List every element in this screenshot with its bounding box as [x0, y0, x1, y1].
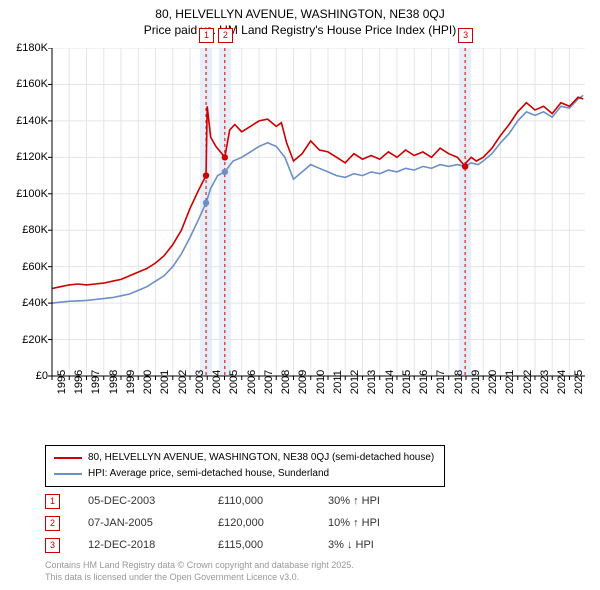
- y-tick-label: £160K: [16, 78, 48, 90]
- sale-diff: 3% ↓ HPI: [328, 539, 428, 551]
- x-tick-label: 2015: [401, 370, 413, 394]
- y-tick-label: £120K: [16, 151, 48, 163]
- x-tick-label: 2019: [470, 370, 482, 394]
- legend-item: HPI: Average price, semi-detached house,…: [54, 466, 434, 482]
- legend-swatch: [54, 473, 82, 475]
- x-tick-label: 2006: [246, 370, 258, 394]
- x-tick-label: 2012: [349, 370, 361, 394]
- x-tick-label: 2009: [297, 370, 309, 394]
- line-chart: [40, 48, 585, 408]
- x-tick-label: 2018: [453, 370, 465, 394]
- sales-table: 1 05-DEC-2003£110,00030% ↑ HPI 2 07-JAN-200…: [45, 490, 428, 556]
- y-tick-label: £180K: [16, 42, 48, 54]
- footer-line-1: Contains HM Land Registry data © Crown c…: [45, 560, 354, 572]
- y-tick-label: £140K: [16, 115, 48, 127]
- y-tick-label: £100K: [16, 188, 48, 200]
- footer-attribution: Contains HM Land Registry data © Crown c…: [45, 560, 354, 583]
- x-tick-label: 2024: [556, 370, 568, 394]
- sale-marker-2: 2: [218, 28, 233, 43]
- sale-row: 2 07-JAN-2005£120,00010% ↑ HPI: [45, 512, 428, 534]
- sale-row: 1 05-DEC-2003£110,00030% ↑ HPI: [45, 490, 428, 512]
- title-line-1: 80, HELVELLYN AVENUE, WASHINGTON, NE38 0…: [0, 6, 600, 22]
- x-tick-label: 2021: [504, 370, 516, 394]
- x-tick-label: 2025: [573, 370, 585, 394]
- sale-price: £110,000: [218, 495, 328, 507]
- x-tick-label: 2001: [159, 370, 171, 394]
- y-tick-label: £0: [36, 370, 48, 382]
- sale-diff: 30% ↑ HPI: [328, 495, 428, 507]
- sale-price: £115,000: [218, 539, 328, 551]
- x-tick-label: 2013: [366, 370, 378, 394]
- x-tick-label: 2014: [384, 370, 396, 394]
- x-tick-label: 1996: [73, 370, 85, 394]
- sale-row-marker: 2: [45, 516, 60, 531]
- x-tick-label: 2008: [280, 370, 292, 394]
- legend-label: 80, HELVELLYN AVENUE, WASHINGTON, NE38 0…: [88, 450, 434, 466]
- sale-marker-3: 3: [458, 28, 473, 43]
- x-tick-label: 2000: [142, 370, 154, 394]
- x-tick-label: 2003: [194, 370, 206, 394]
- x-tick-label: 2022: [522, 370, 534, 394]
- x-tick-label: 2002: [177, 370, 189, 394]
- sale-row-marker: 3: [45, 538, 60, 553]
- sale-date: 12-DEC-2018: [88, 539, 218, 551]
- sale-date: 07-JAN-2005: [88, 517, 218, 529]
- legend-swatch: [54, 457, 82, 459]
- legend: 80, HELVELLYN AVENUE, WASHINGTON, NE38 0…: [45, 445, 445, 487]
- footer-line-2: This data is licensed under the Open Gov…: [45, 572, 354, 584]
- x-tick-label: 2010: [315, 370, 327, 394]
- sale-date: 05-DEC-2003: [88, 495, 218, 507]
- x-tick-label: 1998: [108, 370, 120, 394]
- x-tick-label: 1997: [90, 370, 102, 394]
- x-tick-label: 2004: [211, 370, 223, 394]
- chart-title: 80, HELVELLYN AVENUE, WASHINGTON, NE38 0…: [0, 0, 600, 38]
- x-tick-label: 2020: [487, 370, 499, 394]
- x-tick-label: 2005: [228, 370, 240, 394]
- sale-row-marker: 1: [45, 494, 60, 509]
- sale-price: £120,000: [218, 517, 328, 529]
- legend-item: 80, HELVELLYN AVENUE, WASHINGTON, NE38 0…: [54, 450, 434, 466]
- x-tick-label: 1995: [56, 370, 68, 394]
- title-line-2: Price paid vs. HM Land Registry's House …: [0, 22, 600, 38]
- x-tick-label: 2023: [539, 370, 551, 394]
- sale-row: 3 12-DEC-2018£115,0003% ↓ HPI: [45, 534, 428, 556]
- sale-diff: 10% ↑ HPI: [328, 517, 428, 529]
- sale-marker-1: 1: [199, 28, 214, 43]
- x-tick-label: 2017: [435, 370, 447, 394]
- x-tick-label: 2016: [418, 370, 430, 394]
- x-tick-label: 2011: [332, 370, 344, 394]
- x-tick-label: 1999: [125, 370, 137, 394]
- legend-label: HPI: Average price, semi-detached house,…: [88, 466, 329, 482]
- chart-area: [40, 48, 585, 408]
- y-tick-label: £40K: [22, 297, 48, 309]
- y-tick-label: £20K: [22, 334, 48, 346]
- x-tick-label: 2007: [263, 370, 275, 394]
- y-tick-label: £60K: [22, 261, 48, 273]
- y-tick-label: £80K: [22, 224, 48, 236]
